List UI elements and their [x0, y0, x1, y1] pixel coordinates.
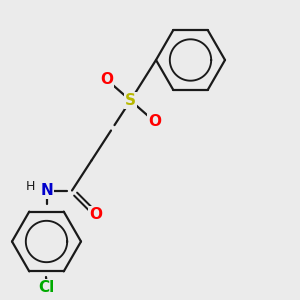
Text: Cl: Cl	[38, 280, 55, 296]
Text: S: S	[125, 93, 136, 108]
Text: N: N	[40, 183, 53, 198]
Text: H: H	[25, 179, 35, 193]
Text: O: O	[148, 114, 161, 129]
Text: O: O	[100, 72, 113, 87]
Text: O: O	[89, 207, 103, 222]
